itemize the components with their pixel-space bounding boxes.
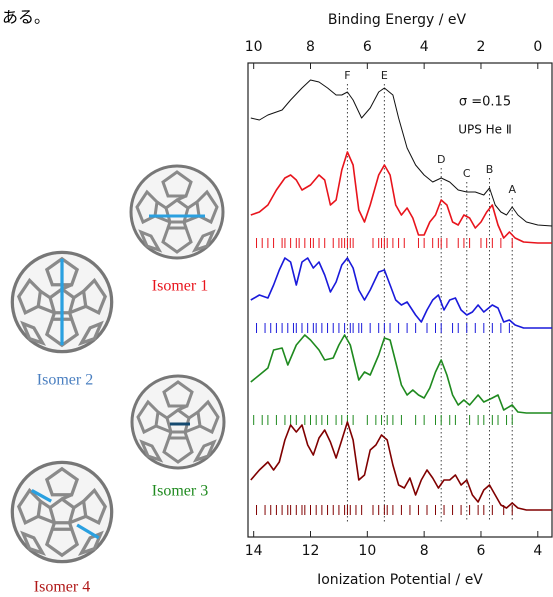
x-axis-title: Ionization Potential / eV (317, 572, 483, 588)
x2-axis-title: Binding Energy / eV (328, 12, 467, 28)
isomer-label: Isomer 1 (152, 278, 208, 295)
spectrum-line (251, 152, 552, 243)
x2-tick-label: 4 (420, 39, 429, 55)
molecule (132, 376, 224, 468)
peak-label: C (463, 167, 471, 180)
molecule (131, 166, 223, 258)
peak-label: E (381, 69, 388, 82)
x-tick-label: 10 (358, 543, 376, 559)
x2-tick-label: 10 (245, 39, 263, 55)
peak-label: F (344, 69, 350, 82)
peak-label: B (486, 163, 494, 176)
page: {"top_text": "ある。", "chart_data": {"type… (0, 0, 553, 597)
x-tick-label: 4 (533, 543, 542, 559)
isomer-label: Isomer 2 (37, 372, 93, 389)
spectrum-line (251, 258, 552, 328)
x-tick-label: 12 (302, 543, 320, 559)
x2-tick-label: 6 (363, 39, 372, 55)
x-tick-label: 6 (477, 543, 486, 559)
legend-label: UPS He Ⅱ (458, 123, 512, 137)
isomer-label: Isomer 3 (152, 483, 208, 500)
isomer-label: Isomer 4 (34, 579, 90, 596)
top-text: ある。 (2, 8, 50, 27)
x2-tick-label: 8 (306, 39, 315, 55)
molecule (12, 252, 111, 351)
sigma-label: σ =0.15 (459, 95, 511, 110)
peak-label: D (437, 153, 445, 166)
figure: ある。 Binding Energy / eV Ionization Poten… (0, 0, 553, 597)
x2-tick-label: 0 (533, 39, 542, 55)
x2-tick-label: 2 (477, 39, 486, 55)
spectrum-line (251, 335, 552, 413)
molecule (12, 462, 111, 561)
x-tick-label: 14 (245, 543, 263, 559)
x-tick-label: 8 (420, 543, 429, 559)
spectrum-line (251, 422, 552, 510)
peak-label: A (508, 183, 516, 196)
